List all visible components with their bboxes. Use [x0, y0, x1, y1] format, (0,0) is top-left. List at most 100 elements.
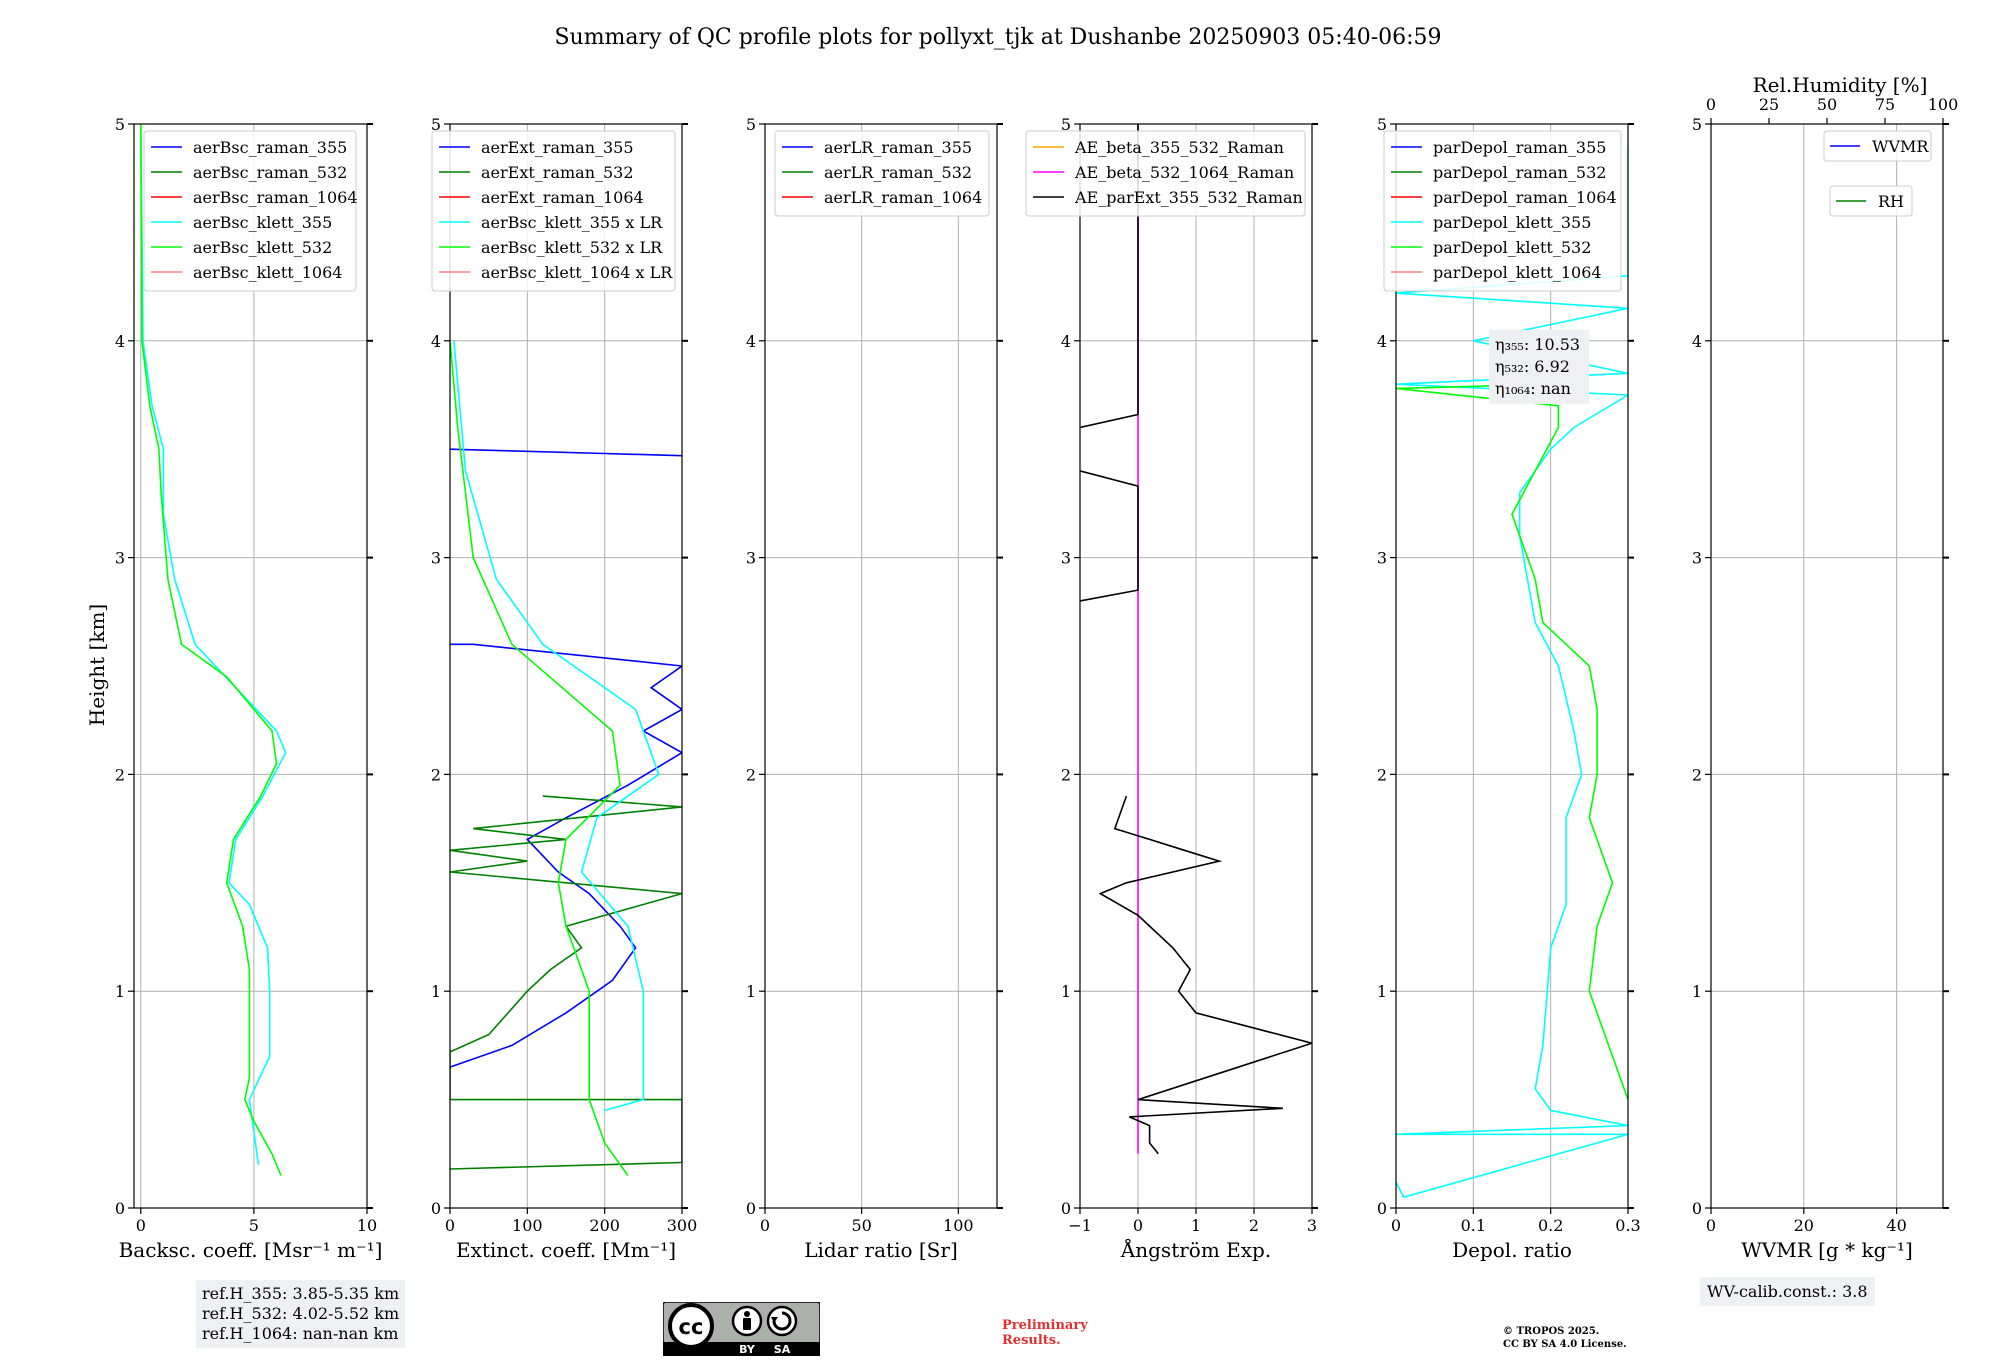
- legend: parDepol_raman_355 parDepol_raman_532 parD…: [1383, 130, 1622, 292]
- ref-height-1064: ref.H_1064: nan-nan km: [202, 1324, 399, 1343]
- y-tick-label: 4: [1377, 332, 1387, 351]
- top-axis-label: Rel.Humidity [%]: [1753, 73, 1928, 97]
- x-tick-label: 20: [1794, 1216, 1814, 1235]
- top-x-tick-label: 0: [1706, 95, 1716, 114]
- legend: WVMR RH: [1823, 130, 1932, 217]
- y-tick-label: 0: [1692, 1199, 1702, 1218]
- legend-box: [1829, 185, 1913, 217]
- series-AE_parExt_355_532_Raman_upper2: [1080, 124, 1139, 429]
- panel-5: 0 0.1 0.2 0.3 0 1 2 3 4 5 Depol. ratio parDepol_ram…: [1377, 115, 1641, 1262]
- y-tick-label: 2: [1061, 765, 1071, 784]
- x-tick-label: 0: [445, 1216, 455, 1235]
- license-line-1: © TROPOS 2025.: [1503, 1326, 1600, 1337]
- legend-box: [1383, 130, 1622, 292]
- eta-annotation-box: [1489, 330, 1589, 404]
- y-tick-label: 3: [1692, 549, 1702, 568]
- legend-label: aerBsc_klett_532: [193, 238, 332, 257]
- x-axis-label: Backsc. coeff. [Msr⁻¹ m⁻¹]: [119, 1238, 383, 1262]
- x-tick-label: 0.1: [1461, 1216, 1486, 1235]
- legend-label: parDepol_raman_532: [1433, 163, 1606, 182]
- eta-annotation-line: η₃₅₅: 10.53: [1495, 335, 1580, 354]
- plot-frame: [1395, 123, 1629, 1209]
- x-axis-label: Depol. ratio: [1452, 1238, 1572, 1262]
- cc-by-sa-badge: cc BY SA: [663, 1302, 820, 1356]
- series-aerExt_raman_532: [450, 795, 682, 1170]
- cc-icon: [668, 1303, 714, 1349]
- x-tick-label: 0: [1133, 1216, 1143, 1235]
- eta-annotation-line: η₁₀₆₄: nan: [1495, 379, 1571, 398]
- legend-label: aerExt_raman_1064: [481, 188, 644, 207]
- y-tick-label: 0: [1061, 1199, 1071, 1218]
- x-axis-label: Ångström Exp.: [1120, 1237, 1271, 1262]
- legend-label: AE_parExt_355_532_Raman: [1074, 188, 1303, 207]
- x-tick-label: 0: [136, 1216, 146, 1235]
- top-x-tick-label: 100: [1928, 95, 1959, 114]
- y-tick-label: 5: [1692, 115, 1702, 134]
- legend-label: RH: [1878, 192, 1904, 211]
- y-tick-label: 2: [115, 765, 125, 784]
- x-tick-label: 40: [1886, 1216, 1906, 1235]
- x-tick-label: −1: [1068, 1216, 1092, 1235]
- panel-2: 0 100 200 300 0 1 2 3 4 5 Extinct. coeff. [Mm⁻¹] ae…: [431, 115, 697, 1262]
- x-tick-label: 50: [851, 1216, 871, 1235]
- y-tick-label: 2: [1692, 765, 1702, 784]
- y-tick-label: 1: [1692, 982, 1702, 1001]
- legend-label: aerBsc_raman_532: [193, 163, 347, 182]
- x-axis-label: Lidar ratio [Sr]: [804, 1238, 958, 1262]
- legend: AE_beta_355_532_Raman AE_beta_532_1064_Ra…: [1025, 130, 1306, 217]
- panel-3: 0 50 100 0 1 2 3 4 5 Lidar ratio [Sr] aerLR_raman_…: [746, 115, 1003, 1262]
- legend-label: parDepol_klett_1064: [1433, 263, 1602, 282]
- reference-height-box: ref.H_355: 3.85-5.35 km ref.H_532: 4.02-…: [196, 1280, 406, 1348]
- y-tick-label: 2: [431, 765, 441, 784]
- y-tick-label: 1: [431, 982, 441, 1001]
- x-axis-label: Extinct. coeff. [Mm⁻¹]: [456, 1238, 676, 1262]
- y-tick-label: 4: [115, 332, 125, 351]
- y-tick-label: 3: [746, 549, 756, 568]
- y-tick-label: 1: [1377, 982, 1387, 1001]
- series-parDepol_klett_532: [1396, 383, 1628, 1100]
- x-tick-label: 100: [943, 1216, 974, 1235]
- legend-box: [431, 130, 676, 292]
- legend-box: [143, 130, 357, 292]
- y-tick-label: 0: [746, 1199, 756, 1218]
- x-axis-label: WVMR [g * kg⁻¹]: [1741, 1238, 1913, 1262]
- y-tick-label: 0: [115, 1199, 125, 1218]
- y-tick-label: 5: [1061, 115, 1071, 134]
- series-aerBsc_klett_532 x LR: [450, 340, 629, 1176]
- legend-label: aerLR_raman_355: [824, 138, 972, 157]
- x-tick-label: 10: [357, 1216, 377, 1235]
- legend-label: aerLR_raman_532: [824, 163, 972, 182]
- legend-box: [1025, 130, 1306, 217]
- y-tick-label: 3: [1061, 549, 1071, 568]
- legend-label: aerBsc_klett_532 x LR: [481, 238, 663, 257]
- series-AE_parExt_355_532_Raman: [1098, 795, 1312, 1155]
- y-tick-label: 1: [115, 982, 125, 1001]
- series-aerExt_raman_355_top: [450, 448, 682, 457]
- figure-title: Summary of QC profile plots for pollyxt_…: [554, 25, 1441, 50]
- plot-frame: [764, 123, 998, 1209]
- y-tick-label: 0: [1377, 1199, 1387, 1218]
- x-tick-label: 1: [1191, 1216, 1201, 1235]
- preliminary-line-1: Preliminary: [1002, 1318, 1088, 1333]
- legend-label: aerBsc_raman_1064: [193, 188, 358, 207]
- legend-label: WVMR: [1872, 137, 1929, 156]
- y-tick-label: 1: [1061, 982, 1071, 1001]
- legend: aerBsc_raman_355 aerBsc_raman_532 aerBsc_r…: [143, 130, 358, 292]
- y-tick-label: 4: [431, 332, 441, 351]
- legend-label: aerBsc_klett_355 x LR: [481, 213, 663, 232]
- legend-label: aerBsc_klett_1064 x LR: [481, 263, 673, 282]
- legend-label: aerExt_raman_355: [481, 138, 634, 157]
- series-aerBsc_klett_355: [140, 124, 287, 1165]
- y-tick-label: 3: [431, 549, 441, 568]
- plot-frame: [1710, 123, 1944, 1209]
- panel-6: 0 20 40 0 1 2 3 4 5 WVMR [g * kg⁻¹] 0 25 50 75 100Rel.…: [1692, 73, 1958, 1262]
- cc-sa-label: SA: [774, 1343, 791, 1356]
- series-aerBsc_klett_532: [140, 124, 282, 1176]
- panel-1: 0 5 10 0 1 2 3 4 5 Backsc. coeff. [Msr⁻¹ m⁻¹] aerB…: [115, 115, 383, 1262]
- wv-calibration-box: WV-calib.const.: 3.8: [1700, 1277, 1875, 1306]
- y-tick-label: 0: [431, 1199, 441, 1218]
- y-tick-label: 4: [1061, 332, 1071, 351]
- y-tick-label: 4: [746, 332, 756, 351]
- legend-label: parDepol_klett_532: [1433, 238, 1591, 257]
